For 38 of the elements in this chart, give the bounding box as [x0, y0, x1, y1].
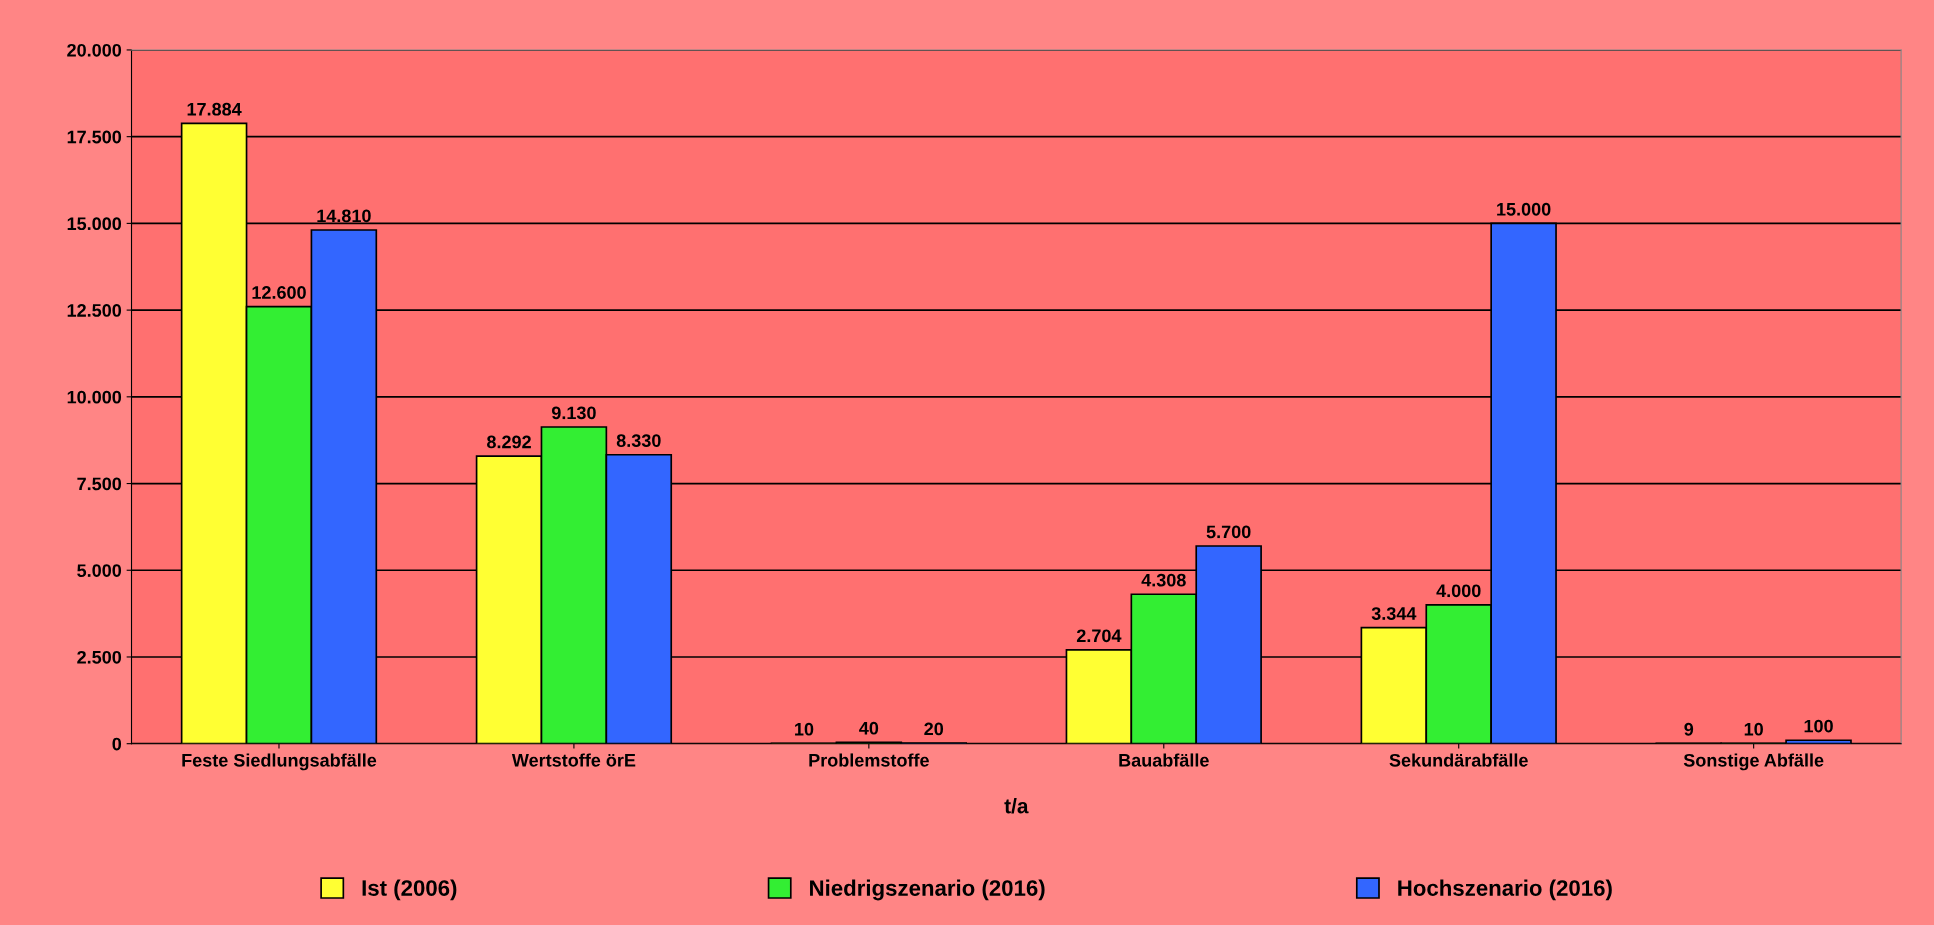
data-label: 12.600	[252, 286, 306, 299]
data-label: 100	[1804, 719, 1833, 733]
y-tick-label: 7.500	[77, 477, 122, 491]
bar	[1785, 739, 1852, 744]
y-tick-label: 5.000	[77, 564, 122, 577]
y-tick-label: 17.500	[67, 130, 122, 144]
y-tick-label: 12.500	[67, 304, 122, 317]
x-tick-label: Bauabfälle	[1119, 753, 1209, 767]
y-tick-label: 15.000	[67, 217, 122, 231]
data-label: 9.130	[551, 406, 596, 420]
data-label: 5.700	[1206, 525, 1251, 539]
data-label: 10	[795, 722, 814, 736]
data-label: 4.000	[1436, 584, 1481, 598]
data-label: 8.292	[487, 435, 531, 449]
y-tick-label: 0	[112, 737, 122, 751]
data-label: 20	[924, 722, 944, 736]
data-label: 40	[859, 721, 879, 735]
x-tick-label: Problemstoffe	[809, 753, 929, 767]
data-label: 17.884	[187, 102, 242, 116]
x-tick-label: Feste Siedlungsabfälle	[182, 753, 377, 771]
data-label: 14.810	[317, 209, 371, 223]
data-label: 4.308	[1141, 573, 1186, 587]
data-label: 8.330	[616, 434, 661, 448]
data-label: 2.704	[1076, 629, 1122, 643]
legend-label: Hochszenario (2016)	[1398, 879, 1612, 901]
data-label: 15.000	[1497, 202, 1551, 216]
x-axis-title: t/a	[1004, 798, 1029, 814]
y-tick-label: 10.000	[67, 390, 122, 404]
y-tick-label: 2.500	[77, 650, 122, 664]
x-tick-label: Sekundärabfälle	[1389, 753, 1528, 767]
data-label: 10	[1744, 722, 1763, 736]
data-label: 9	[1684, 722, 1694, 736]
legend-label: Niedrigszenario (2016)	[810, 879, 1045, 901]
y-tick-label: 20.000	[67, 43, 122, 57]
x-tick-label: Sonstige Abfälle	[1683, 753, 1824, 771]
x-tick-label: Wertstoffe örE	[511, 753, 636, 767]
legend-label: Ist (2006)	[362, 879, 457, 901]
data-label: 3.344	[1371, 607, 1417, 620]
